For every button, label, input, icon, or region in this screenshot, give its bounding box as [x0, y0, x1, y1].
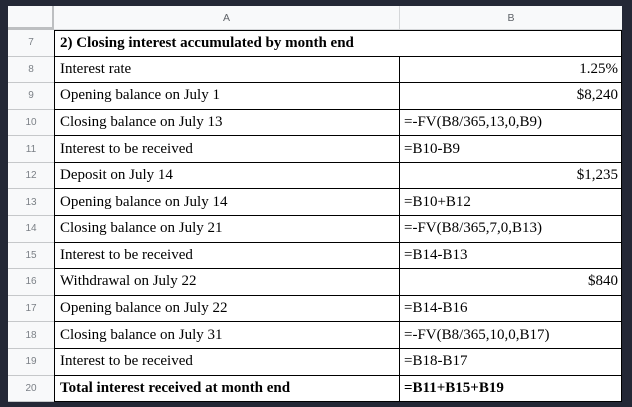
- row-header-10[interactable]: 10: [8, 109, 54, 137]
- cell-b8[interactable]: 1.25%: [400, 56, 622, 84]
- row-header-12[interactable]: 12: [8, 162, 54, 190]
- cell-a13[interactable]: Opening balance on July 14: [54, 189, 400, 217]
- cell-b16[interactable]: $840: [400, 269, 622, 296]
- sheet-row-19: 19 Interest to be received =B18-B17: [8, 348, 622, 376]
- sheet-row-16: 16 Withdrawal on July 22 $840: [8, 269, 622, 296]
- sheet-row-9: 9 Opening balance on July 1 $8,240: [8, 83, 622, 110]
- sheet-row-13: 13 Opening balance on July 14 =B10+B12: [8, 189, 622, 217]
- row-header-16[interactable]: 16: [8, 269, 54, 296]
- sheet-row-12: 12 Deposit on July 14 $1,235: [8, 162, 622, 190]
- cell-a11[interactable]: Interest to be received: [54, 136, 400, 163]
- column-header-b[interactable]: B: [400, 6, 622, 30]
- cell-a17[interactable]: Opening balance on July 22: [54, 295, 400, 323]
- cell-a19[interactable]: Interest to be received: [54, 348, 400, 376]
- select-all-corner[interactable]: [8, 6, 54, 30]
- cell-a15[interactable]: Interest to be received: [54, 242, 400, 270]
- row-header-20[interactable]: 20: [8, 375, 54, 403]
- sheet-rows: 7 2) Closing interest accumulated by mont…: [8, 30, 622, 403]
- sheet-row-20: 20 Total interest received at month end =B…: [8, 375, 622, 403]
- cell-b19[interactable]: =B18-B17: [400, 348, 622, 376]
- cell-a20[interactable]: Total interest received at month end: [54, 375, 400, 403]
- cell-a8[interactable]: Interest rate: [54, 56, 400, 84]
- row-header-14[interactable]: 14: [8, 216, 54, 243]
- sheet-row-15: 15 Interest to be received =B14-B13: [8, 242, 622, 270]
- cell-b14[interactable]: =-FV(B8/365,7,0,B13): [400, 216, 622, 243]
- row-header-19[interactable]: 19: [8, 348, 54, 376]
- column-header-row: A B: [8, 6, 622, 30]
- cell-b17[interactable]: =B14-B16: [400, 295, 622, 323]
- cell-b15[interactable]: =B14-B13: [400, 242, 622, 270]
- cell-a18[interactable]: Closing balance on July 31: [54, 322, 400, 349]
- cell-a16[interactable]: Withdrawal on July 22: [54, 269, 400, 296]
- cell-b20[interactable]: =B11+B15+B19: [400, 375, 622, 403]
- cell-b12[interactable]: $1,235: [400, 162, 622, 190]
- row-header-11[interactable]: 11: [8, 136, 54, 163]
- cell-b10[interactable]: =-FV(B8/365,13,0,B9): [400, 109, 622, 137]
- row-header-15[interactable]: 15: [8, 242, 54, 270]
- row-header-18[interactable]: 18: [8, 322, 54, 349]
- column-header-a[interactable]: A: [54, 6, 400, 30]
- sheet-row-14: 14 Closing balance on July 21 =-FV(B8/365,…: [8, 216, 622, 243]
- cell-b13[interactable]: =B10+B12: [400, 189, 622, 217]
- sheet-row-18: 18 Closing balance on July 31 =-FV(B8/365,…: [8, 322, 622, 349]
- cell-b11[interactable]: =B10-B9: [400, 136, 622, 163]
- cell-b18[interactable]: =-FV(B8/365,10,0,B17): [400, 322, 622, 349]
- row-header-17[interactable]: 17: [8, 295, 54, 323]
- sheet-row-8: 8 Interest rate 1.25%: [8, 56, 622, 84]
- cell-a12[interactable]: Deposit on July 14: [54, 162, 400, 190]
- cell-a7[interactable]: 2) Closing interest accumulated by month…: [54, 30, 622, 57]
- row-header-7[interactable]: 7: [8, 30, 54, 57]
- cell-a14[interactable]: Closing balance on July 21: [54, 216, 400, 243]
- sheet-row-7: 7 2) Closing interest accumulated by mont…: [8, 30, 622, 57]
- row-header-13[interactable]: 13: [8, 189, 54, 217]
- cell-a10[interactable]: Closing balance on July 13: [54, 109, 400, 137]
- sheet-row-11: 11 Interest to be received =B10-B9: [8, 136, 622, 163]
- sheet-row-17: 17 Opening balance on July 22 =B14-B16: [8, 295, 622, 323]
- row-header-8[interactable]: 8: [8, 56, 54, 84]
- cell-a9[interactable]: Opening balance on July 1: [54, 83, 400, 110]
- row-header-9[interactable]: 9: [8, 83, 54, 110]
- cell-b9[interactable]: $8,240: [400, 83, 622, 110]
- sheet-row-10: 10 Closing balance on July 13 =-FV(B8/365,…: [8, 109, 622, 137]
- sheet-grid: A B 7 2) Closing interest accumulated by …: [8, 6, 622, 403]
